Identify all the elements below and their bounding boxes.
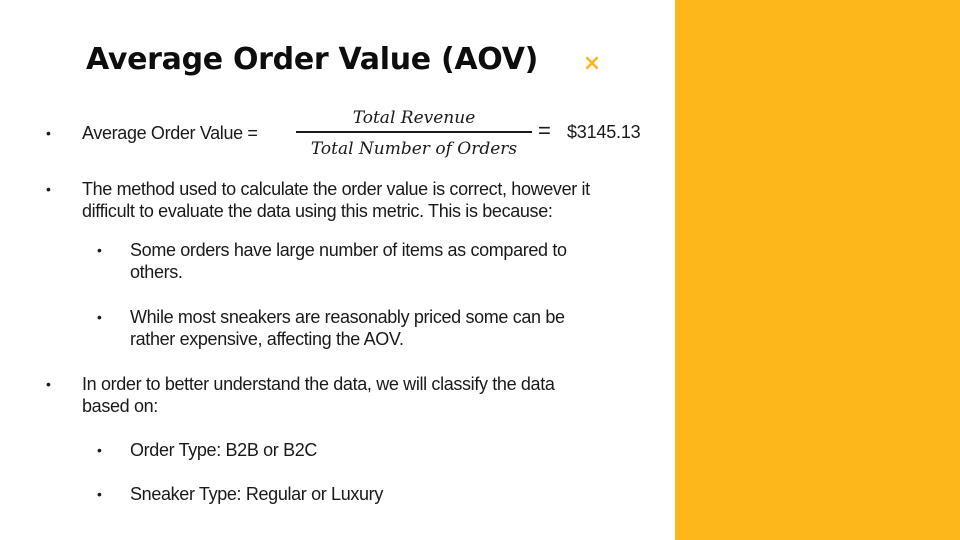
fraction-bar [296, 131, 532, 133]
bullet-dot: • [46, 125, 51, 141]
bullet-dot: • [46, 181, 51, 197]
sub-bullet-dot: • [97, 486, 102, 502]
formula-denominator: Total Number of Orders [310, 139, 518, 159]
sub-bullet-text: Sneaker Type: Regular or Luxury [130, 484, 383, 504]
bullet-line: based on: [82, 396, 158, 416]
formula-equals: = [538, 118, 551, 143]
bullet-line: While most sneakers are reasonably price… [130, 307, 565, 327]
bullet-line: Some orders have large number of items a… [130, 240, 567, 260]
formula-label: Average Order Value = [82, 123, 258, 143]
bullet-line: In order to better understand the data, … [82, 374, 555, 394]
sub-bullet-dot: • [97, 309, 102, 325]
sub-bullet-dot: • [97, 242, 102, 258]
formula-fraction: Total Revenue Total Number of Orders [296, 106, 532, 161]
formula-result: $3145.13 [567, 122, 641, 142]
bullet-line: rather expensive, affecting the AOV. [130, 329, 404, 349]
bullet-line: others. [130, 262, 183, 282]
close-icon: × [582, 51, 602, 76]
bullet-line: The method used to calculate the order v… [82, 179, 590, 199]
bullet-line: difficult to evaluate the data using thi… [82, 201, 553, 221]
sub-bullet-text: While most sneakers are reasonably price… [130, 306, 565, 350]
bullet-text: The method used to calculate the order v… [82, 178, 590, 222]
bullet-text: In order to better understand the data, … [82, 373, 555, 417]
formula-numerator: Total Revenue [352, 108, 476, 128]
accent-panel [675, 0, 960, 540]
sub-bullet-text: Some orders have large number of items a… [130, 239, 567, 283]
sub-bullet-text: Order Type: B2B or B2C [130, 440, 318, 460]
sub-bullet-dot: • [97, 442, 102, 458]
bullet-dot: • [46, 376, 51, 392]
slide-title: Average Order Value (AOV) [86, 42, 539, 77]
